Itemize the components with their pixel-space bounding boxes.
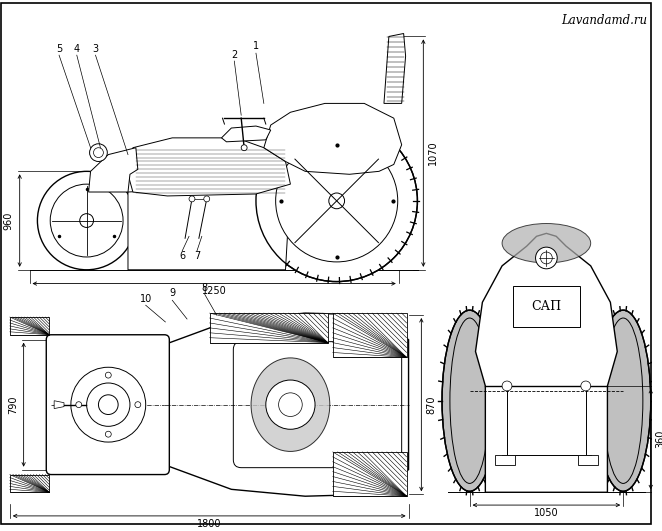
Polygon shape: [89, 148, 138, 192]
Bar: [578, 455, 598, 465]
Circle shape: [99, 395, 118, 415]
Text: 1250: 1250: [202, 286, 226, 296]
Circle shape: [502, 381, 512, 391]
Polygon shape: [164, 313, 408, 496]
Text: 4: 4: [73, 44, 80, 54]
Polygon shape: [54, 401, 64, 408]
FancyBboxPatch shape: [46, 335, 169, 475]
Text: 5: 5: [56, 44, 62, 54]
Bar: [10, 317, 49, 335]
Ellipse shape: [442, 310, 497, 491]
Circle shape: [71, 367, 146, 442]
Circle shape: [536, 247, 557, 269]
Text: 1: 1: [253, 41, 259, 52]
Circle shape: [241, 145, 247, 151]
Bar: [10, 475, 49, 492]
Text: 1050: 1050: [534, 508, 559, 518]
Text: 960: 960: [4, 211, 14, 230]
Text: 3: 3: [93, 44, 99, 54]
Text: 870: 870: [426, 396, 436, 414]
Circle shape: [76, 402, 81, 408]
Circle shape: [581, 381, 591, 391]
Bar: [333, 313, 406, 357]
Text: 7: 7: [194, 251, 200, 261]
Text: 790: 790: [8, 396, 18, 414]
Bar: [495, 455, 515, 465]
Text: САП: САП: [532, 299, 561, 313]
Text: 10: 10: [140, 294, 152, 304]
Circle shape: [89, 144, 107, 161]
Circle shape: [135, 402, 141, 408]
Bar: [333, 452, 406, 496]
Ellipse shape: [502, 224, 591, 263]
Circle shape: [275, 140, 398, 262]
Text: 2: 2: [231, 50, 238, 60]
Circle shape: [87, 383, 130, 426]
Polygon shape: [384, 33, 406, 104]
Polygon shape: [222, 126, 271, 142]
Text: 6: 6: [179, 251, 185, 261]
Circle shape: [105, 431, 111, 437]
Ellipse shape: [251, 358, 330, 451]
Circle shape: [50, 184, 123, 257]
Circle shape: [38, 172, 136, 270]
Circle shape: [329, 193, 344, 209]
Polygon shape: [128, 184, 291, 270]
Circle shape: [79, 213, 93, 227]
Text: 9: 9: [169, 288, 175, 298]
Circle shape: [256, 120, 418, 281]
Text: 1070: 1070: [428, 141, 438, 166]
Circle shape: [189, 196, 195, 202]
Text: Lavandamd.ru: Lavandamd.ru: [561, 14, 648, 27]
Text: 8: 8: [202, 282, 208, 293]
Circle shape: [204, 196, 210, 202]
Bar: [210, 313, 328, 342]
Polygon shape: [264, 104, 402, 174]
Ellipse shape: [596, 310, 651, 491]
Text: 360: 360: [655, 430, 662, 448]
FancyBboxPatch shape: [233, 341, 402, 468]
Circle shape: [266, 380, 315, 429]
Circle shape: [105, 372, 111, 378]
Polygon shape: [475, 233, 617, 492]
Polygon shape: [128, 138, 291, 196]
Text: 1800: 1800: [197, 519, 222, 529]
FancyBboxPatch shape: [513, 286, 580, 327]
